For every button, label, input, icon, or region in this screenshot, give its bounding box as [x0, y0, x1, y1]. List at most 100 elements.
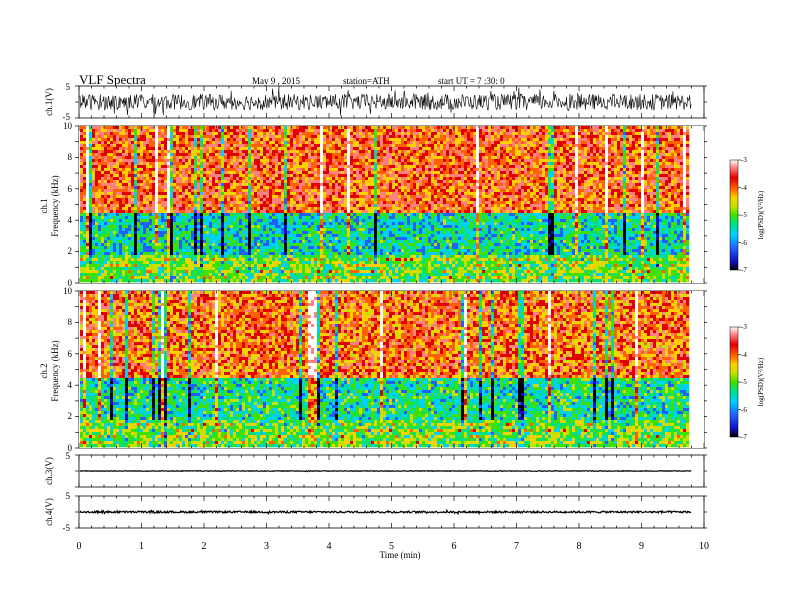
- spec-cell: [299, 240, 303, 244]
- spec-cell: [194, 225, 198, 229]
- spec-cell: [188, 159, 192, 163]
- spec-cell: [284, 168, 288, 172]
- spec-cell: [212, 237, 216, 241]
- spec-cell: [104, 198, 108, 202]
- spec-cell: [332, 204, 336, 208]
- spec-cell: [293, 189, 297, 193]
- spec-cell: [326, 186, 330, 190]
- spec-cell: [98, 183, 102, 187]
- spec-cell: [248, 201, 252, 205]
- spec-cell: [263, 246, 267, 250]
- spec-cell: [266, 219, 270, 223]
- spec-cell: [311, 264, 315, 268]
- spec-cell: [353, 147, 357, 151]
- spec-cell: [128, 210, 132, 214]
- spec-cell: [254, 135, 258, 139]
- spec-cell: [134, 159, 138, 163]
- spec-cell: [170, 162, 174, 166]
- spec-cell: [113, 219, 117, 223]
- spec-cell: [134, 249, 138, 253]
- spec-cell: [308, 183, 312, 187]
- spec-cell: [278, 204, 282, 208]
- spec-cell: [218, 264, 222, 268]
- spec-cell: [317, 276, 321, 280]
- spec-cell: [350, 213, 354, 217]
- spec-cell: [182, 141, 186, 145]
- spec-cell: [110, 192, 114, 196]
- spec-cell: [134, 177, 138, 181]
- spec-cell: [359, 210, 363, 214]
- spec-cell: [95, 204, 99, 208]
- spec-cell: [317, 159, 321, 163]
- spec-cell: [200, 210, 204, 214]
- spec-cell: [119, 246, 123, 250]
- spec-cell: [197, 201, 201, 205]
- spec-cell: [275, 219, 279, 223]
- spec-cell: [200, 243, 204, 247]
- spec-cell: [341, 183, 345, 187]
- spec-cell: [284, 171, 288, 175]
- spec-cell: [125, 174, 129, 178]
- spec-cell: [194, 159, 198, 163]
- spec-cell: [170, 219, 174, 223]
- spec-cell: [266, 141, 270, 145]
- spec-cell: [317, 189, 321, 193]
- spec-cell: [284, 189, 288, 193]
- spec-cell: [182, 165, 186, 169]
- spec-cell: [128, 150, 132, 154]
- spec-cell: [218, 138, 222, 142]
- spec-cell: [89, 216, 93, 220]
- spec-cell: [80, 210, 84, 214]
- spec-cell: [287, 150, 291, 154]
- spec-cell: [197, 246, 201, 250]
- spec-cell: [320, 150, 324, 154]
- spec-cell: [161, 168, 165, 172]
- spec-cell: [155, 204, 159, 208]
- spec-cell: [173, 171, 177, 175]
- spec-cell: [86, 138, 90, 142]
- spec-cell: [182, 216, 186, 220]
- spec-cell: [248, 147, 252, 151]
- spec-cell: [107, 183, 111, 187]
- spec-cell: [278, 246, 282, 250]
- spec-cell: [107, 156, 111, 160]
- spec-cell: [134, 189, 138, 193]
- spec-cell: [281, 198, 285, 202]
- spec-cell: [233, 258, 237, 262]
- spec-cell: [236, 276, 240, 280]
- spec-cell: [278, 267, 282, 271]
- spec-cell: [245, 153, 249, 157]
- spec-cell: [233, 195, 237, 199]
- spec-cell: [218, 141, 222, 145]
- spec-cell: [272, 279, 276, 283]
- spec-cell: [173, 222, 177, 226]
- spec-cell: [233, 192, 237, 196]
- spec-cell: [116, 273, 120, 277]
- spec-cell: [359, 213, 363, 217]
- spec-cell: [152, 165, 156, 169]
- spec-cell: [164, 225, 168, 229]
- spec-cell: [254, 249, 258, 253]
- spec-cell: [116, 162, 120, 166]
- spec-cell: [350, 147, 354, 151]
- spec-cell: [341, 237, 345, 241]
- spec-cell: [182, 162, 186, 166]
- spec-cell: [257, 147, 261, 151]
- date-label: May 9 , 2015: [252, 76, 300, 86]
- spec-cell: [263, 195, 267, 199]
- spec-cell: [284, 204, 288, 208]
- spec-cell: [341, 141, 345, 145]
- spec-cell: [305, 168, 309, 172]
- spec-cell: [185, 279, 189, 283]
- spec-cell: [248, 198, 252, 202]
- spec-cell: [122, 201, 126, 205]
- spec-cell: [326, 138, 330, 142]
- spec-cell: [89, 171, 93, 175]
- spec-cell: [107, 228, 111, 232]
- spec-cell: [251, 180, 255, 184]
- spec-cell: [329, 267, 333, 271]
- spec-cell: [188, 243, 192, 247]
- spec-cell: [155, 231, 159, 235]
- spec-cell: [269, 129, 273, 133]
- spec-cell: [119, 183, 123, 187]
